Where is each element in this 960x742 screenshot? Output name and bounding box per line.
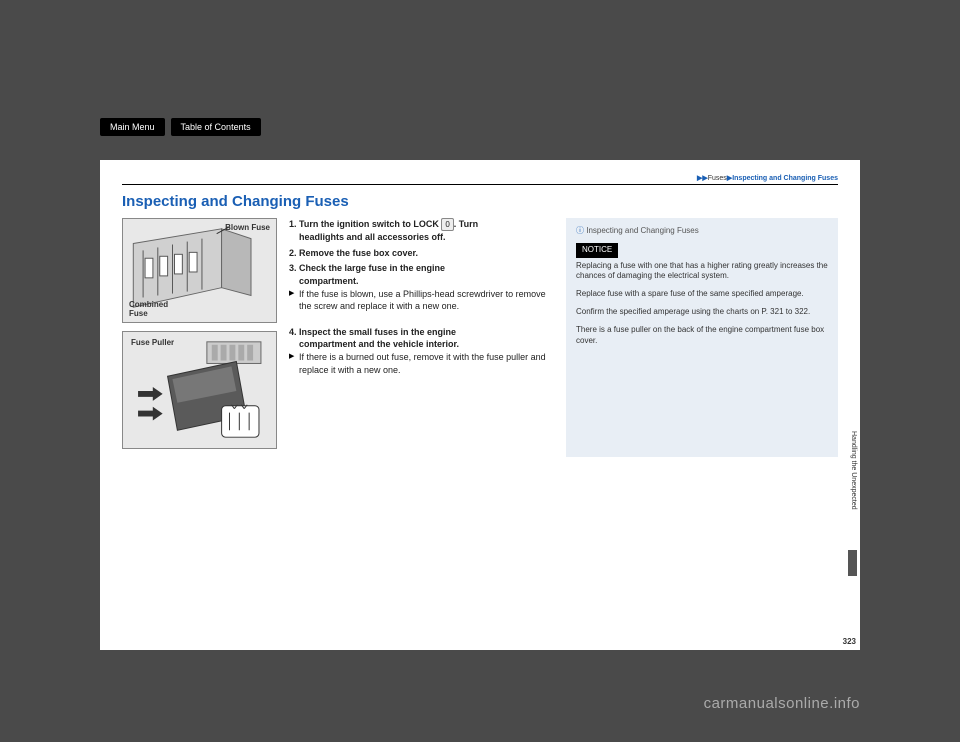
step3-sub: If the fuse is blown, use a Phillips-hea… bbox=[289, 288, 554, 313]
notice-badge: NOTICE bbox=[576, 243, 618, 258]
figure-blown-fuse: Blown Fuse Combined Fuse bbox=[122, 218, 277, 323]
info-p2: Replace fuse with a spare fuse of the sa… bbox=[576, 289, 828, 300]
watermark: carmanualsonline.info bbox=[704, 695, 860, 712]
label-fuse-puller: Fuse Puller bbox=[131, 338, 174, 347]
step1-cont: headlights and all accessories off. bbox=[289, 231, 554, 244]
tab-main-menu[interactable]: Main Menu bbox=[100, 118, 165, 136]
label-combined-fuse: Combined Fuse bbox=[129, 300, 168, 318]
info-p4: There is a fuse puller on the back of th… bbox=[576, 325, 828, 347]
divider bbox=[122, 184, 838, 185]
side-section-label: Handling the Unexpected bbox=[848, 398, 857, 543]
step4-sub: If there is a burned out fuse, remove it… bbox=[289, 351, 554, 376]
breadcrumb-part2: Inspecting and Changing Fuses bbox=[732, 175, 838, 182]
step3-line1: 3. Check the large fuse in the engine bbox=[289, 263, 445, 273]
breadcrumb: ▶▶Fuses▶Inspecting and Changing Fuses bbox=[122, 174, 838, 182]
page-title: Inspecting and Changing Fuses bbox=[122, 193, 838, 210]
label-blown-fuse: Blown Fuse bbox=[225, 223, 270, 232]
breadcrumb-arrows: ▶▶ bbox=[697, 175, 708, 182]
info-p3: Confirm the specified amperage using the… bbox=[576, 307, 828, 318]
step1-text-a: 1. Turn the ignition switch to LOCK bbox=[289, 219, 441, 229]
info-heading: Inspecting and Changing Fuses bbox=[576, 226, 828, 237]
step-3: 3. Check the large fuse in the engine co… bbox=[289, 262, 554, 312]
step-4: 4. Inspect the small fuses in the engine… bbox=[289, 326, 554, 376]
step4-line1: 4. Inspect the small fuses in the engine bbox=[289, 327, 456, 337]
step4-line2: compartment and the vehicle interior. bbox=[289, 338, 554, 351]
info-box: Inspecting and Changing Fuses NOTICE Rep… bbox=[566, 218, 838, 457]
content-row: Blown Fuse Combined Fuse bbox=[122, 218, 838, 457]
top-tabs: Main Menu Table of Contents bbox=[100, 118, 261, 136]
info-p1: Replacing a fuse with one that has a hig… bbox=[576, 261, 828, 283]
step-1: 1. Turn the ignition switch to LOCK 0. T… bbox=[289, 218, 554, 244]
lock-badge: 0 bbox=[441, 218, 453, 231]
side-accent bbox=[848, 550, 857, 576]
manual-page: ▶▶Fuses▶Inspecting and Changing Fuses In… bbox=[100, 160, 860, 650]
fuse-puller-diagram bbox=[123, 332, 276, 448]
step-2: 2. Remove the fuse box cover. bbox=[289, 247, 554, 260]
figure-fuse-puller: Fuse Puller bbox=[122, 331, 277, 449]
step1-text-b: . Turn bbox=[454, 219, 478, 229]
page-number: 323 bbox=[843, 637, 856, 646]
tab-toc[interactable]: Table of Contents bbox=[171, 118, 261, 136]
breadcrumb-part1: Fuses bbox=[708, 175, 727, 182]
figures-column: Blown Fuse Combined Fuse bbox=[122, 218, 277, 457]
steps-column: 1. Turn the ignition switch to LOCK 0. T… bbox=[289, 218, 554, 457]
step3-line2: compartment. bbox=[289, 275, 554, 288]
